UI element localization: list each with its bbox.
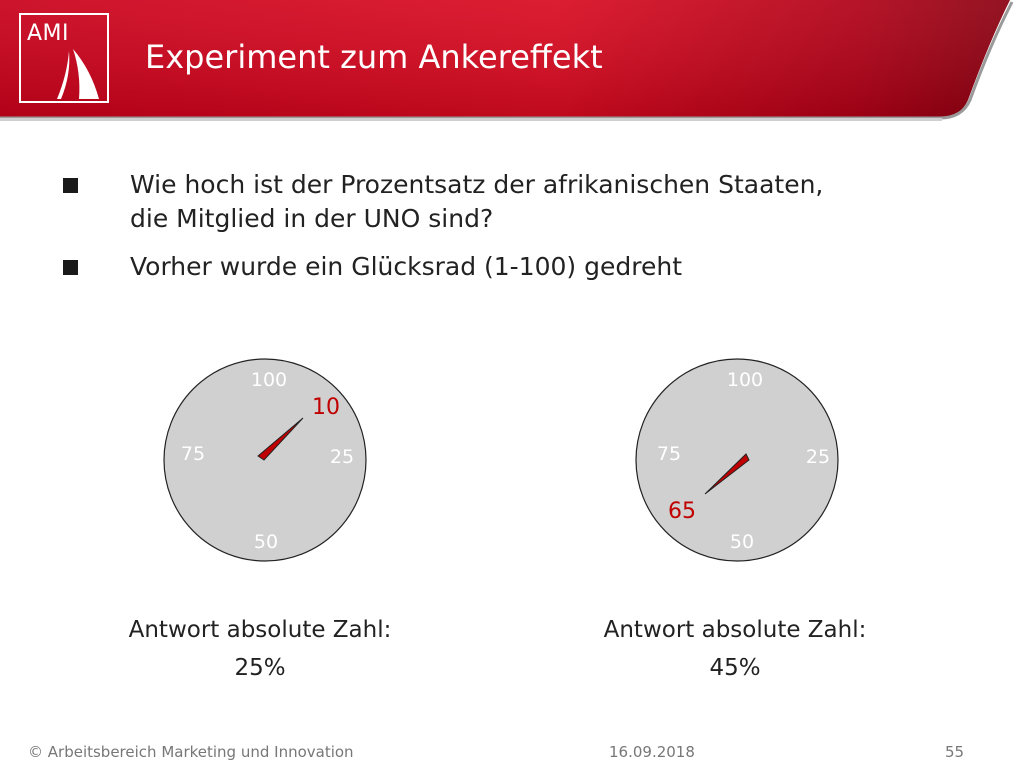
bullet-text-line: Wie hoch ist der Prozentsatz der afrikan…: [130, 170, 824, 199]
wheel-result: 65: [668, 499, 696, 524]
square-bullet-icon: [63, 260, 78, 275]
footer-date: 16.09.2018: [609, 743, 695, 761]
sail-icon: [57, 49, 99, 99]
bullet-list: Wie hoch ist der Prozentsatz der afrikan…: [60, 168, 960, 298]
header-band: [0, 0, 1014, 121]
square-bullet-icon: [63, 178, 78, 193]
tick-label-bottom: 50: [254, 531, 278, 553]
ami-logo: AMI: [19, 13, 109, 103]
answer-caption-left: Antwort absolute Zahl: 25%: [80, 611, 440, 687]
tick-label-right: 25: [330, 446, 354, 468]
tick-label-left: 75: [657, 443, 681, 465]
tick-label-bottom: 50: [730, 531, 754, 553]
bullet-text-line: die Mitglied in der UNO sind?: [130, 204, 494, 233]
tick-label-right: 25: [806, 446, 830, 468]
wheel-result: 10: [312, 395, 340, 420]
answer-value: 45%: [709, 655, 761, 681]
page-title: Experiment zum Ankereffekt: [145, 38, 603, 76]
logo-text: AMI: [27, 21, 70, 46]
wheel-disc: [163, 358, 367, 562]
wheel-disc: [635, 358, 839, 562]
bullet-text-line: Vorher wurde ein Glücksrad (1-100) gedre…: [130, 252, 682, 281]
tick-label-left: 75: [181, 443, 205, 465]
bullet-item: Vorher wurde ein Glücksrad (1-100) gedre…: [60, 250, 960, 284]
footer-page-number: 55: [945, 743, 965, 761]
tick-label-top: 100: [251, 369, 287, 391]
answer-value: 25%: [234, 655, 286, 681]
wheel-needle: [257, 417, 304, 461]
wheel-needle: [704, 453, 750, 495]
tick-label-top: 100: [727, 369, 763, 391]
bullet-item: Wie hoch ist der Prozentsatz der afrikan…: [60, 168, 960, 236]
answer-caption-right: Antwort absolute Zahl: 45%: [555, 611, 915, 687]
answer-label: Antwort absolute Zahl:: [128, 617, 392, 643]
answer-label: Antwort absolute Zahl:: [603, 617, 867, 643]
footer-copyright: © Arbeitsbereich Marketing und Innovatio…: [28, 743, 354, 761]
